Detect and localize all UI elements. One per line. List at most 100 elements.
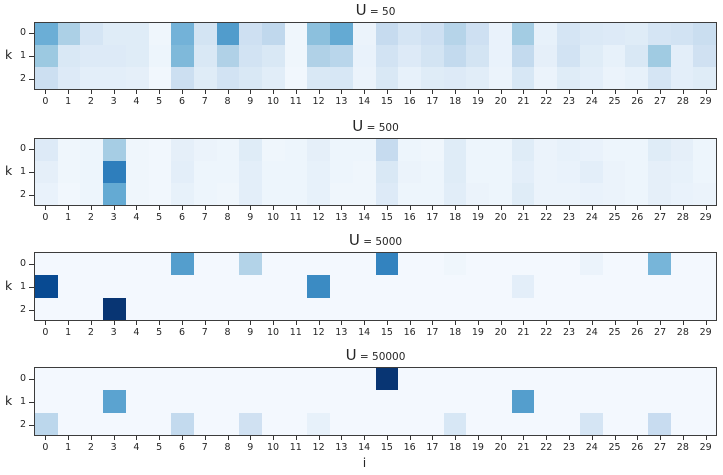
- x-tick-label: 19: [471, 442, 484, 453]
- heatmap-cell: [330, 275, 353, 298]
- x-tick-mark: [569, 321, 571, 325]
- x-tick-mark: [227, 206, 229, 210]
- heatmap-cell: [489, 67, 512, 89]
- heatmap-cell: [693, 368, 716, 391]
- heatmap-cell: [625, 412, 648, 435]
- x-tick-mark: [181, 206, 183, 210]
- heatmap-cell: [670, 45, 694, 67]
- heatmap-cell: [284, 390, 308, 413]
- heatmap-cell: [284, 161, 308, 183]
- x-tick-label: 0: [42, 442, 49, 453]
- x-tick-mark: [591, 321, 593, 325]
- x-tick-label: 0: [42, 212, 49, 223]
- heatmap-cell: [557, 139, 580, 161]
- heatmap-cell: [307, 161, 331, 183]
- y-tick-mark: [29, 172, 34, 173]
- heatmap-cell: [148, 275, 172, 298]
- heatmap-cell: [602, 161, 626, 183]
- x-tick-mark: [90, 206, 92, 210]
- heatmap-cell: [602, 412, 626, 435]
- heatmap-cell: [35, 67, 58, 89]
- x-tick-mark: [614, 206, 616, 210]
- heatmap-cell: [352, 23, 376, 45]
- heatmap-cell: [216, 368, 240, 391]
- x-tick-label: 11: [289, 212, 302, 223]
- x-tick-label: 0: [42, 96, 49, 107]
- x-tick-label: 26: [631, 327, 644, 338]
- x-tick-mark: [432, 436, 434, 440]
- heatmap-cell: [602, 253, 626, 276]
- heatmap-cell: [375, 297, 399, 320]
- heatmap-cell: [670, 412, 694, 435]
- heatmap-cell: [125, 183, 149, 205]
- x-tick-label: 2: [87, 442, 94, 453]
- x-tick-mark: [113, 436, 115, 440]
- heatmap-cell: [534, 45, 558, 67]
- x-tick-label: 10: [267, 96, 280, 107]
- x-tick-mark: [569, 436, 571, 440]
- heatmap-cell: [103, 23, 126, 45]
- heatmap-cell: [239, 161, 262, 183]
- heatmap-cell: [352, 183, 376, 205]
- x-tick-mark: [159, 206, 161, 210]
- x-tick-label: 16: [403, 96, 416, 107]
- x-tick-label: 28: [676, 96, 689, 107]
- heatmap-cell: [80, 183, 104, 205]
- x-tick-mark: [159, 436, 161, 440]
- heatmap-cell: [35, 275, 58, 298]
- x-tick-label: 20: [494, 212, 507, 223]
- x-tick-label: 2: [87, 212, 94, 223]
- x-tick-mark: [705, 206, 707, 210]
- heatmap-cell: [125, 23, 149, 45]
- y-axis-label: k: [5, 163, 13, 178]
- y-tick-mark: [29, 378, 34, 380]
- heatmap-cell: [352, 139, 376, 161]
- heatmap-cell: [534, 412, 558, 435]
- heatmap-cell: [420, 67, 444, 89]
- heatmap-cell: [193, 45, 217, 67]
- heatmap-cell: [57, 390, 81, 413]
- heatmap-cell: [193, 390, 217, 413]
- title-value: = 50: [366, 6, 396, 18]
- heatmap-cell: [103, 275, 126, 298]
- heatmap-cell: [693, 183, 716, 205]
- heatmap-cell: [171, 412, 194, 435]
- heatmap-cell: [489, 390, 512, 413]
- heatmap-cell: [125, 139, 149, 161]
- heatmap-cell: [602, 183, 626, 205]
- heatmap-cell: [352, 67, 376, 89]
- heatmap-cell: [625, 390, 648, 413]
- x-tick-mark: [546, 321, 548, 325]
- x-tick-label: 23: [562, 212, 576, 223]
- heatmap-cell: [670, 139, 694, 161]
- heatmap-cell: [193, 139, 217, 161]
- x-tick-mark: [45, 321, 47, 325]
- heatmap-cell: [352, 275, 376, 298]
- heatmap-cell: [284, 67, 308, 89]
- x-tick-mark: [386, 436, 388, 440]
- heatmap-cell: [420, 368, 444, 391]
- heatmap-cell: [80, 297, 104, 320]
- heatmap-cell: [466, 67, 489, 89]
- x-tick-label: 27: [654, 442, 667, 453]
- heatmap-cell: [216, 67, 240, 89]
- heatmap-cell: [103, 67, 126, 89]
- heatmap-cell: [466, 368, 489, 391]
- x-tick-label: 13: [335, 442, 348, 453]
- x-tick-mark: [295, 206, 297, 210]
- x-tick-mark: [409, 321, 411, 325]
- x-tick-label: 3: [110, 327, 117, 338]
- heatmap-cell: [670, 161, 694, 183]
- title-value: = 50000: [356, 351, 406, 363]
- y-tick-label: 0: [19, 27, 26, 39]
- y-tick-mark: [29, 401, 34, 403]
- heatmap-cell: [57, 183, 81, 205]
- x-tick-label: 11: [289, 96, 302, 107]
- heatmap-cell: [35, 161, 58, 183]
- heatmap-cell: [171, 253, 194, 276]
- heatmap-cell: [193, 368, 217, 391]
- x-tick-mark: [204, 206, 206, 210]
- heatmap-cell: [330, 139, 353, 161]
- x-tick-label: 29: [699, 327, 712, 338]
- x-tick-label: 9: [247, 96, 254, 107]
